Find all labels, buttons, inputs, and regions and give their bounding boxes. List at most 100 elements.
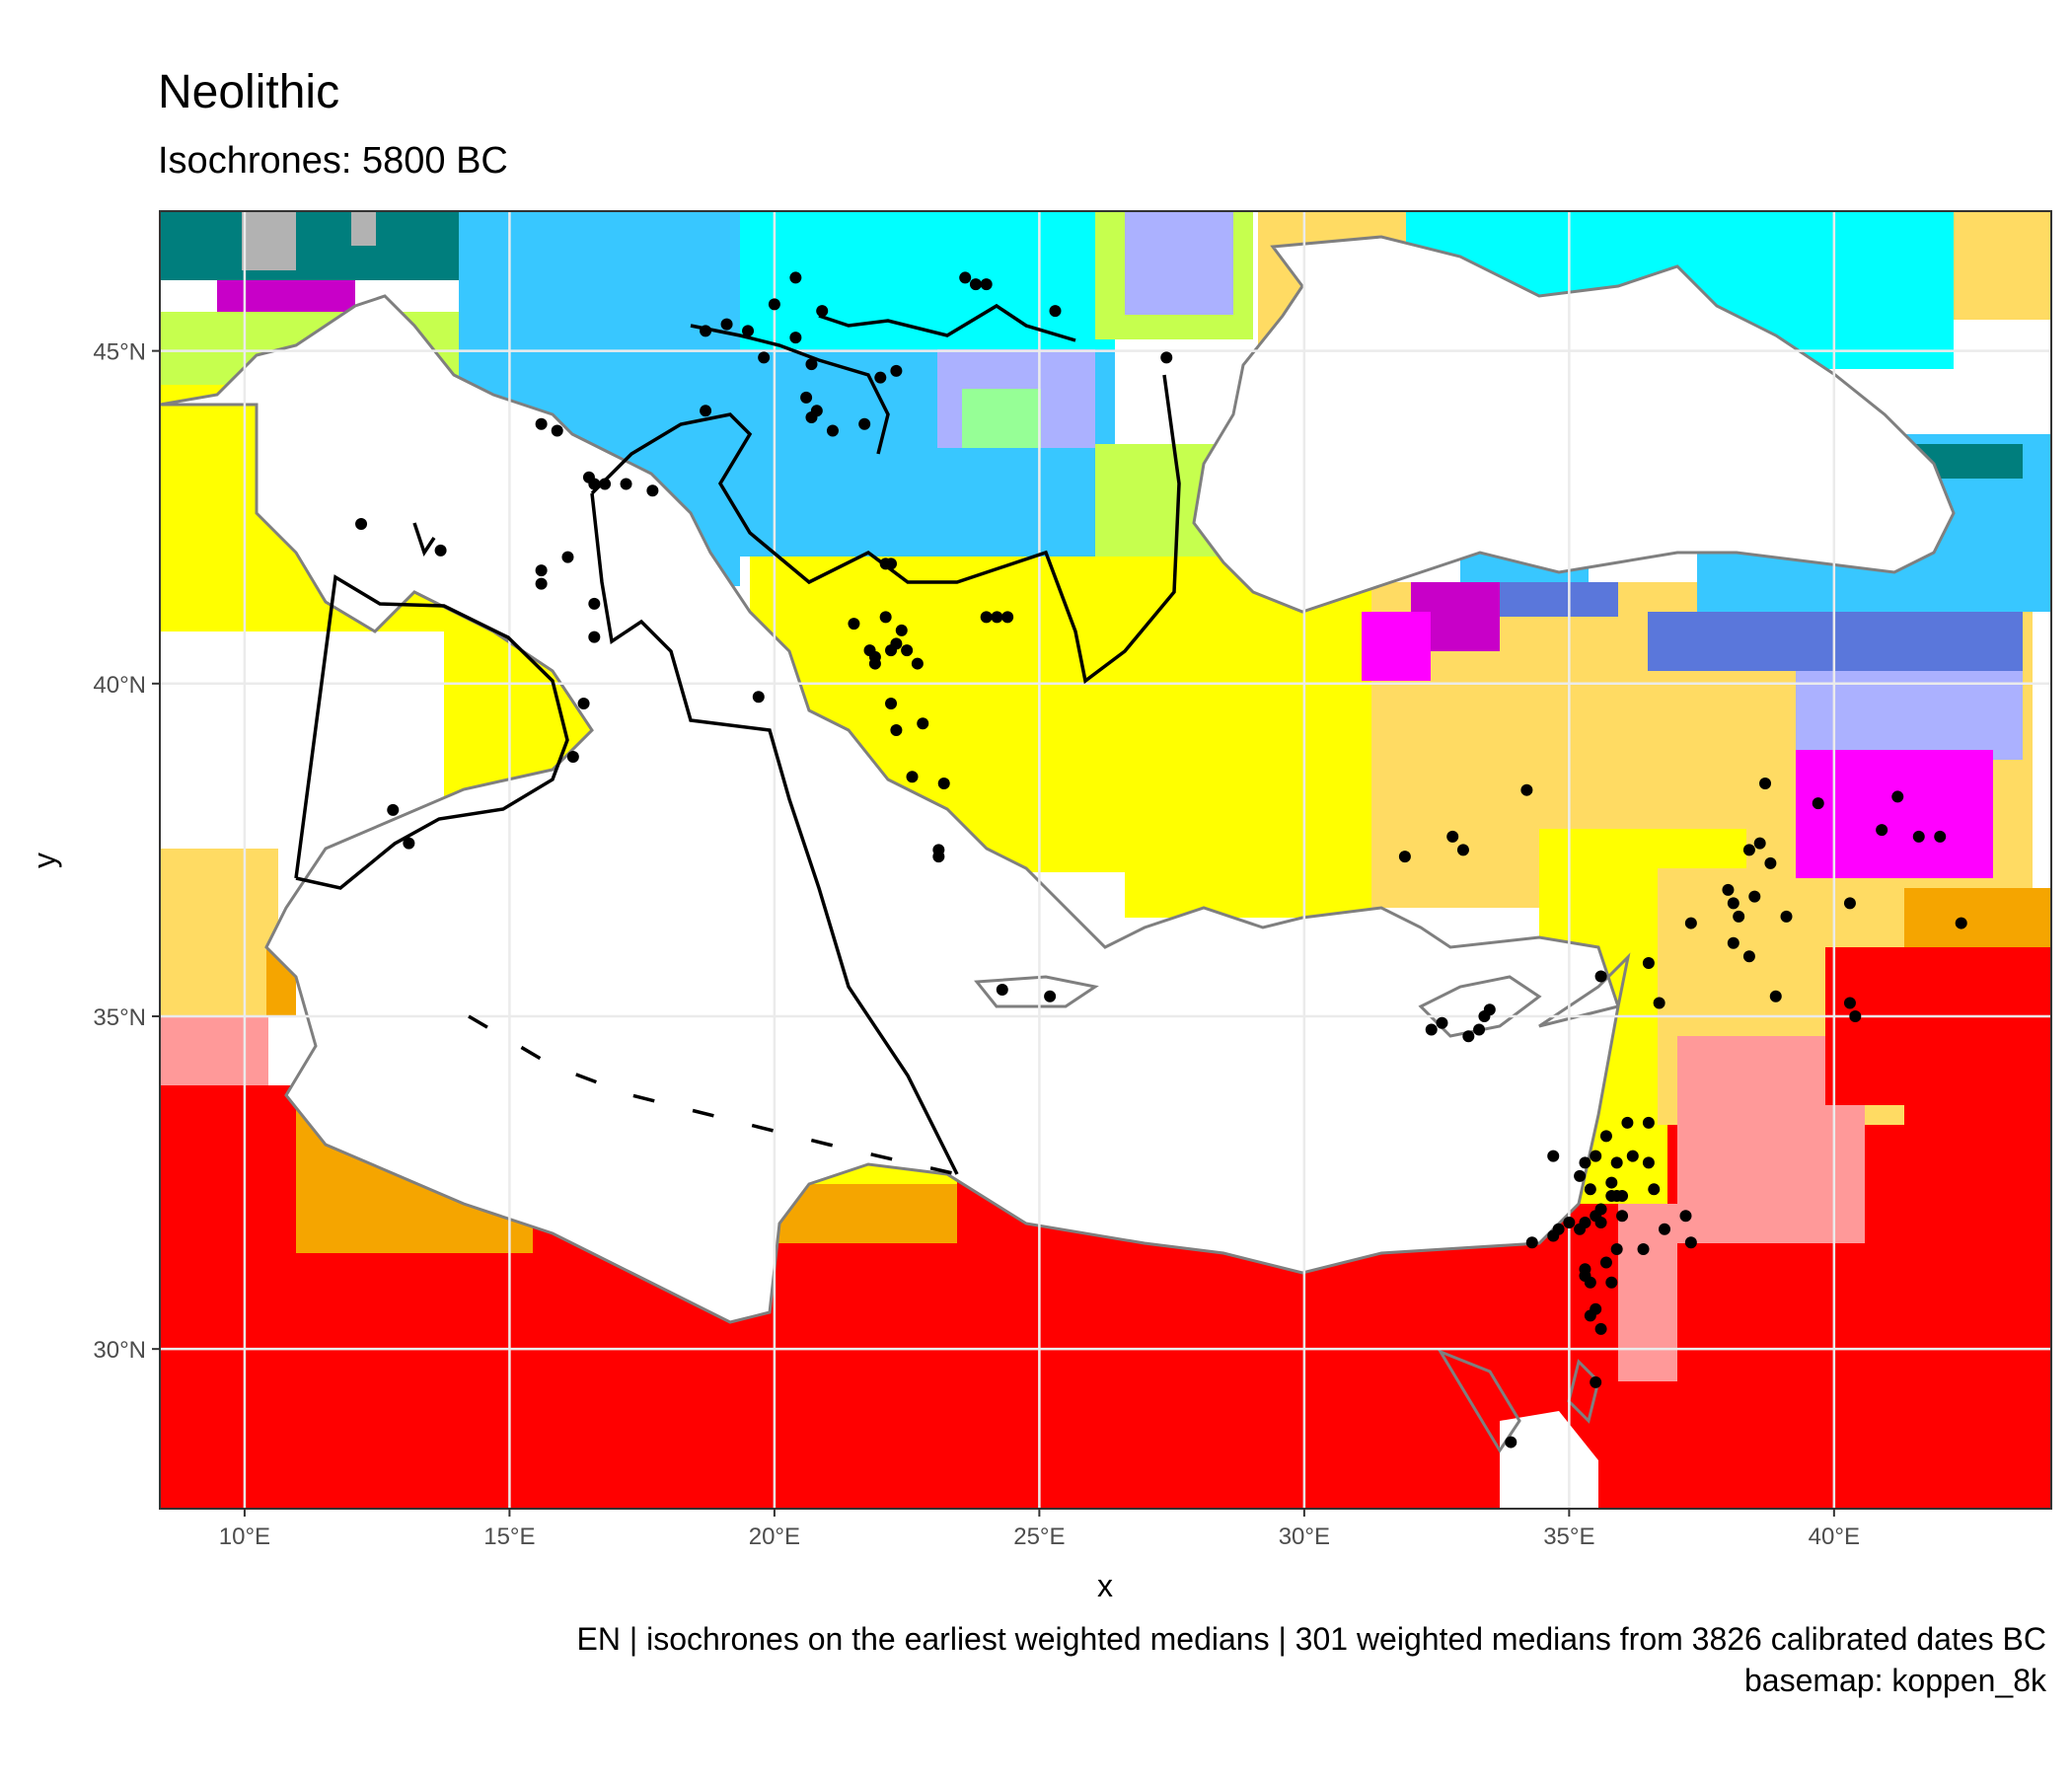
site-point (577, 698, 590, 710)
x-tick-label: 25°E (1013, 1523, 1065, 1550)
site-point (1616, 1210, 1629, 1223)
raster-dwa (1125, 211, 1233, 315)
site-point (874, 371, 887, 384)
site-point (1594, 1217, 1607, 1229)
site-point (1642, 1116, 1655, 1129)
graticule (160, 211, 2051, 1509)
site-point (895, 624, 908, 636)
sites-layer (355, 271, 1967, 1448)
site-point (1599, 1256, 1612, 1269)
site-point (599, 478, 612, 490)
site-point (1483, 1003, 1496, 1016)
site-point (805, 411, 818, 424)
raster-dsa (1796, 750, 1993, 878)
site-point (752, 691, 765, 704)
site-point (858, 417, 871, 430)
site-point (1653, 997, 1665, 1009)
caption-line-2: basemap: koppen_8k (1744, 1663, 2046, 1698)
site-point (1525, 1236, 1538, 1249)
site-point (535, 417, 548, 430)
site-point (789, 332, 802, 344)
site-point (1160, 351, 1173, 364)
site-point (566, 750, 579, 763)
site-point (1044, 990, 1057, 1002)
site-point (1621, 1116, 1634, 1129)
site-point (1742, 950, 1755, 963)
site-point (917, 717, 929, 730)
site-point (996, 984, 1008, 996)
y-tick-label: 35°N (93, 1004, 146, 1031)
site-point (1616, 1190, 1629, 1203)
site-point (1398, 851, 1411, 863)
raster-dsb (217, 280, 355, 312)
site-point (932, 844, 945, 856)
site-point (1594, 970, 1607, 983)
y-axis: 30°N 35°N 40°N 45°N (93, 339, 160, 1364)
site-point (1955, 917, 1967, 929)
raster-dsa (1362, 612, 1431, 681)
site-point (646, 484, 659, 497)
site-point (588, 631, 601, 643)
y-tick-label: 30°N (93, 1337, 146, 1364)
site-point (1610, 1243, 1623, 1255)
site-point (387, 803, 400, 816)
x-tick-label: 15°E (483, 1523, 535, 1550)
site-point (890, 724, 903, 736)
isochrone-line (294, 574, 569, 890)
site-point (403, 837, 415, 850)
site-point (1473, 1023, 1486, 1036)
raster-dfa (740, 211, 1115, 349)
raster-et (242, 211, 296, 270)
site-point (1001, 611, 1014, 624)
site-point (805, 358, 818, 371)
site-point (816, 305, 829, 318)
caption-line-1: EN | isochrones on the earliest weighted… (576, 1621, 2046, 1657)
x-tick-label: 10°E (219, 1523, 270, 1550)
site-point (434, 544, 447, 557)
raster-et (351, 211, 376, 246)
site-point (1912, 830, 1925, 843)
site-point (1876, 824, 1888, 837)
plot-title: Neolithic (158, 66, 340, 118)
site-point (1642, 1156, 1655, 1169)
site-point (885, 557, 898, 570)
site-point (1520, 783, 1533, 796)
x-tick-label: 20°E (749, 1523, 800, 1550)
site-point (800, 391, 813, 404)
raster-dwb (1490, 582, 1618, 617)
x-axis: 10°E 15°E 20°E 25°E 30°E 35°E 40°E (219, 1509, 1860, 1550)
raster-bsk (160, 849, 278, 1016)
x-tick-label: 35°E (1543, 1523, 1594, 1550)
site-point (1642, 957, 1655, 970)
site-point (1584, 1183, 1596, 1196)
isochrone-line (590, 492, 959, 1175)
site-point (1934, 830, 1947, 843)
site-point (1659, 1223, 1671, 1235)
site-point (1891, 790, 1904, 803)
site-point (1626, 1150, 1639, 1162)
site-point (1843, 897, 1856, 910)
site-point (906, 771, 919, 783)
site-point (826, 424, 839, 437)
site-point (1648, 1183, 1661, 1196)
raster-bsk (1954, 211, 2051, 320)
site-point (1769, 990, 1782, 1002)
site-point (1742, 844, 1755, 856)
site-point (1436, 1016, 1448, 1029)
site-point (1753, 837, 1766, 850)
site-point (742, 325, 755, 337)
site-point (969, 278, 982, 291)
site-point (879, 611, 892, 624)
site-point (768, 298, 780, 311)
site-point (1574, 1169, 1587, 1182)
site-point (1563, 1217, 1576, 1229)
site-point (1759, 777, 1772, 789)
site-point (1456, 844, 1469, 856)
site-point (1584, 1309, 1596, 1322)
site-point (700, 405, 712, 417)
y-tick-label: 45°N (93, 339, 146, 366)
site-point (885, 698, 898, 710)
site-point (561, 551, 574, 563)
raster-bwk (160, 1016, 268, 1085)
